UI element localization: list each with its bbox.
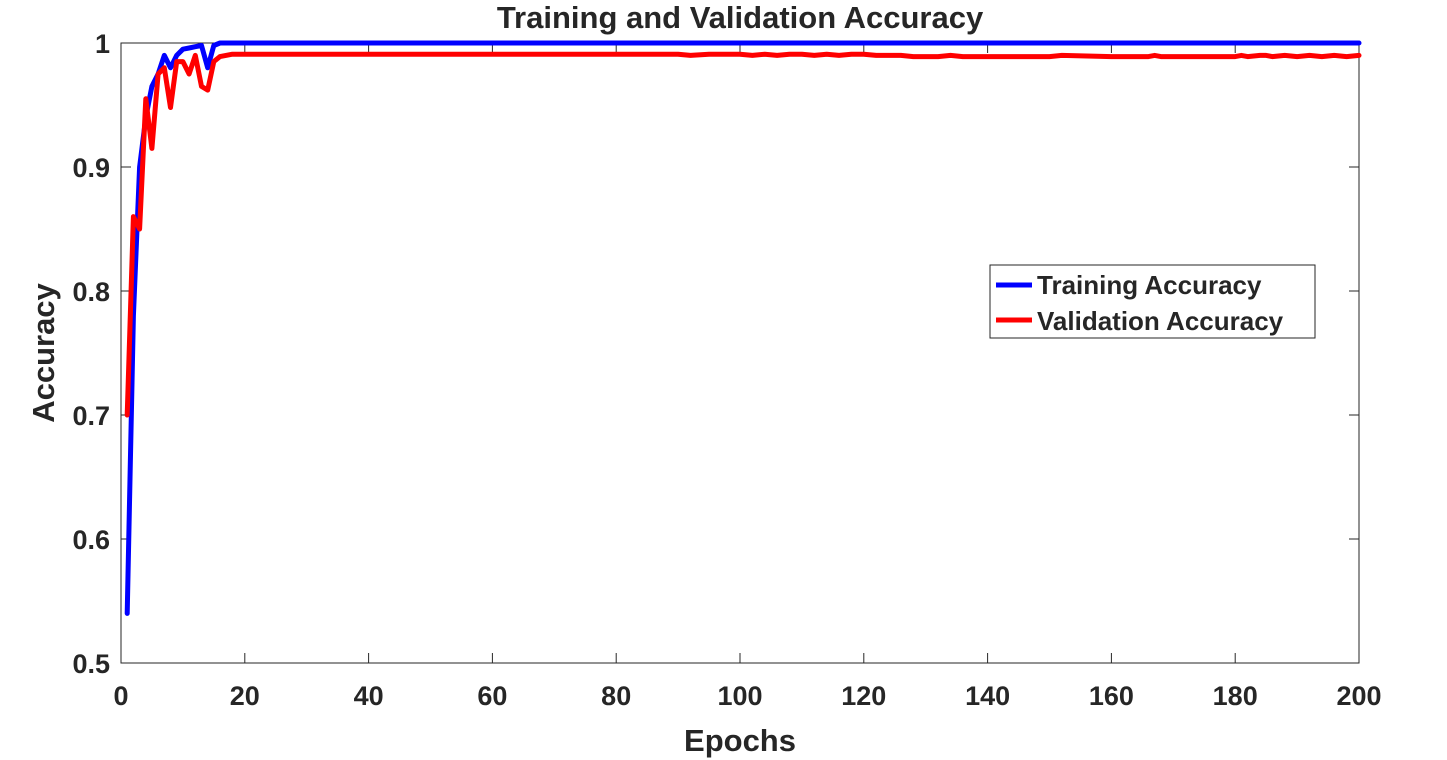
x-tick-label: 180 [1213, 681, 1258, 711]
legend: Training Accuracy Validation Accuracy [989, 264, 1316, 339]
validation-accuracy-line [124, 51, 1362, 418]
x-tick-label: 140 [965, 681, 1010, 711]
series-layer [124, 40, 1362, 616]
x-tick-label: 60 [477, 681, 507, 711]
x-axis-label: Epochs [684, 723, 796, 758]
x-axis: 0 20 40 60 80 100 120 140 160 180 200 [113, 43, 1382, 711]
y-axis-label: Accuracy [26, 282, 61, 422]
x-tick-label: 120 [841, 681, 886, 711]
x-tick-label: 0 [113, 681, 128, 711]
y-tick-label: 0.7 [72, 401, 110, 431]
y-axis: 0.5 0.6 0.7 0.8 0.9 1 [72, 29, 1359, 679]
x-tick-label: 40 [354, 681, 384, 711]
y-tick-label: 0.5 [72, 649, 110, 679]
legend-box [989, 264, 1316, 339]
x-tick-label: 80 [601, 681, 631, 711]
x-tick-label: 100 [717, 681, 762, 711]
y-tick-label: 0.8 [72, 277, 110, 307]
legend-label-validation: Validation Accuracy [1037, 306, 1284, 336]
y-tick-label: 1 [95, 29, 110, 59]
x-tick-label: 160 [1089, 681, 1134, 711]
y-tick-label: 0.9 [72, 153, 110, 183]
x-tick-label: 20 [230, 681, 260, 711]
legend-label-training: Training Accuracy [1037, 270, 1262, 300]
axes-frame [120, 42, 1360, 664]
chart-title: Training and Validation Accuracy [497, 0, 984, 35]
plot-area [120, 42, 1360, 664]
x-tick-label: 200 [1336, 681, 1381, 711]
y-tick-label: 0.6 [72, 525, 110, 555]
